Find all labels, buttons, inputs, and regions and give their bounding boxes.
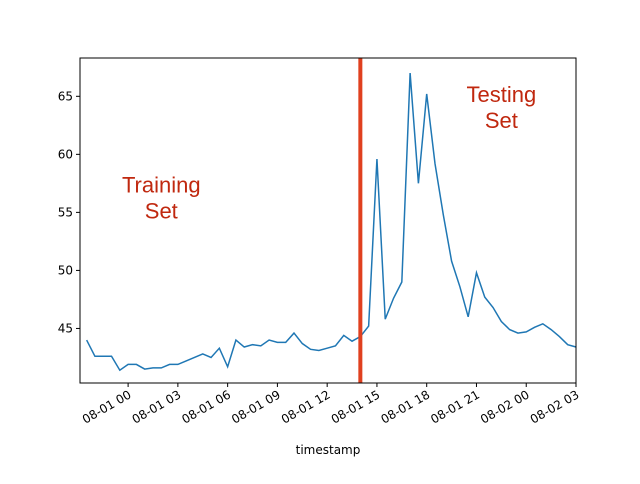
annotation: Set [485,108,518,133]
annotation: Set [145,199,178,224]
y-tick-label: 50 [58,263,73,277]
x-axis-label: timestamp [296,443,361,457]
x-tick-label: 08-01 15 [329,387,383,426]
x-tick-label: 08-01 00 [80,387,134,426]
x-tick-label: 08-01 09 [229,387,283,426]
x-tick-label: 08-01 12 [279,387,333,426]
y-tick-label: 65 [58,89,73,103]
y-tick-label: 55 [58,205,73,219]
y-tick-label: 45 [58,321,73,335]
x-tick-label: 08-02 03 [528,387,582,426]
x-tick-label: 08-01 03 [130,387,184,426]
x-tick-label: 08-02 00 [478,387,532,426]
plot-frame [79,57,577,384]
x-tick-label: 08-01 21 [428,387,482,426]
annotation: Training [122,173,201,198]
x-tick-label: 08-01 06 [179,387,233,426]
annotation: Testing [466,82,536,107]
x-tick-label: 08-01 18 [378,387,432,426]
data-line [85,73,577,372]
y-tick-label: 60 [58,147,73,161]
